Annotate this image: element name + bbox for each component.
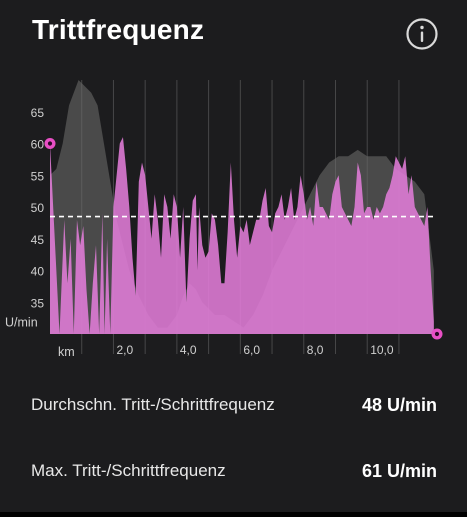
x-tick-label: 8,0 <box>307 343 324 357</box>
x-axis-label: km <box>58 345 75 359</box>
x-tick-label: 10,0 <box>370 343 394 357</box>
cadence-area <box>50 137 434 334</box>
y-tick-label: 45 <box>31 233 45 247</box>
y-tick-label: 40 <box>31 265 45 279</box>
avg-cadence-row: Durchschn. Tritt-/Schrittfrequenz 48 U/m… <box>31 390 437 420</box>
y-tick-label: 55 <box>31 169 45 183</box>
info-circle-icon <box>406 18 438 50</box>
y-tick-label: 60 <box>31 138 45 152</box>
x-tick-label: 4,0 <box>180 343 197 357</box>
avg-cadence-label: Durchschn. Tritt-/Schrittfrequenz <box>31 395 275 414</box>
max-cadence-label: Max. Tritt-/Schrittfrequenz <box>31 461 226 480</box>
start-marker-center <box>47 141 53 146</box>
x-tick-label: 6,0 <box>243 343 260 357</box>
y-tick-label: 50 <box>31 201 45 215</box>
y-tick-label: 35 <box>31 296 45 310</box>
x-tick-label: 2,0 <box>116 343 133 357</box>
y-axis-label: U/min <box>5 315 38 329</box>
max-cadence-row: Max. Tritt-/Schrittfrequenz 61 U/min <box>31 456 437 486</box>
max-cadence-value: 61 U/min <box>361 460 437 481</box>
avg-cadence-value: 48 U/min <box>361 394 437 415</box>
y-tick-label: 65 <box>31 106 45 120</box>
card-title: Trittfrequenz <box>32 14 205 45</box>
end-marker-center <box>434 331 440 337</box>
info-button[interactable] <box>405 17 439 51</box>
